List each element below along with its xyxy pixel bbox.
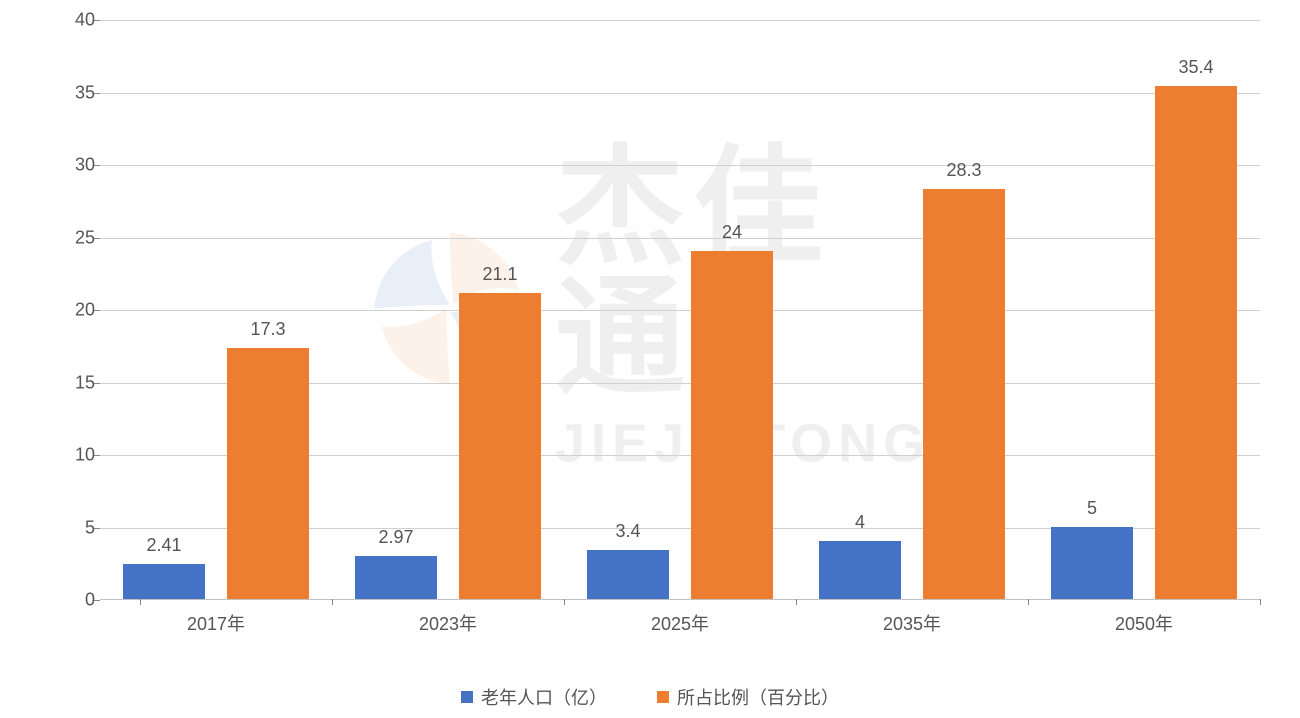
bar-value-label: 4 [855,512,865,533]
bar-value-label: 28.3 [946,160,981,181]
y-tick-label: 5 [55,517,95,538]
bar-value-label: 24 [722,222,742,243]
gridline [100,93,1260,94]
bar-value-label: 5 [1087,498,1097,519]
y-tick-label: 15 [55,372,95,393]
legend-swatch [461,691,473,703]
x-tick-mark [564,599,565,605]
gridline [100,165,1260,166]
y-tick-label: 30 [55,155,95,176]
x-tick-label: 2035年 [883,610,941,636]
x-tick-mark [332,599,333,605]
gridline [100,20,1260,21]
x-tick-label: 2023年 [419,610,477,636]
bar-value-label: 17.3 [250,319,285,340]
legend-label: 所占比例（百分比） [677,684,839,710]
x-tick-label: 2017年 [187,610,245,636]
plot-area: 2.41 17.3 2.97 21.1 3.4 24 4 28.3 5 35.4 [100,20,1260,600]
x-tick-label: 2025年 [651,610,709,636]
legend: 老年人口（亿） 所占比例（百分比） [0,684,1300,710]
gridline [100,310,1260,311]
bar-value-label: 21.1 [482,264,517,285]
bar [587,550,669,599]
bar [355,556,437,599]
bar-value-label: 35.4 [1178,57,1213,78]
bar [459,293,541,599]
x-tick-mark [1260,599,1261,605]
bar-value-label: 3.4 [615,521,640,542]
x-tick-mark [1028,599,1029,605]
y-tick-label: 35 [55,82,95,103]
bar [227,348,309,599]
bar [691,251,773,599]
y-tick-label: 40 [55,10,95,31]
legend-item: 老年人口（亿） [461,684,607,710]
gridline [100,238,1260,239]
bar-value-label: 2.97 [378,527,413,548]
bar [1051,527,1133,600]
x-tick-mark [140,599,141,605]
bar [819,541,901,599]
bar-value-label: 2.41 [146,535,181,556]
y-tick-label: 10 [55,445,95,466]
x-tick-label: 2050年 [1115,610,1173,636]
bar [923,189,1005,599]
bar [1155,86,1237,599]
y-tick-label: 0 [55,590,95,611]
chart-container: 杰佳通 JIEJIATONG 2.4117.32.9721.13.424428.… [60,20,1260,630]
bar [123,564,205,599]
legend-swatch [657,691,669,703]
x-tick-mark [796,599,797,605]
legend-label: 老年人口（亿） [481,684,607,710]
y-tick-label: 25 [55,227,95,248]
legend-item: 所占比例（百分比） [657,684,839,710]
y-tick-label: 20 [55,300,95,321]
